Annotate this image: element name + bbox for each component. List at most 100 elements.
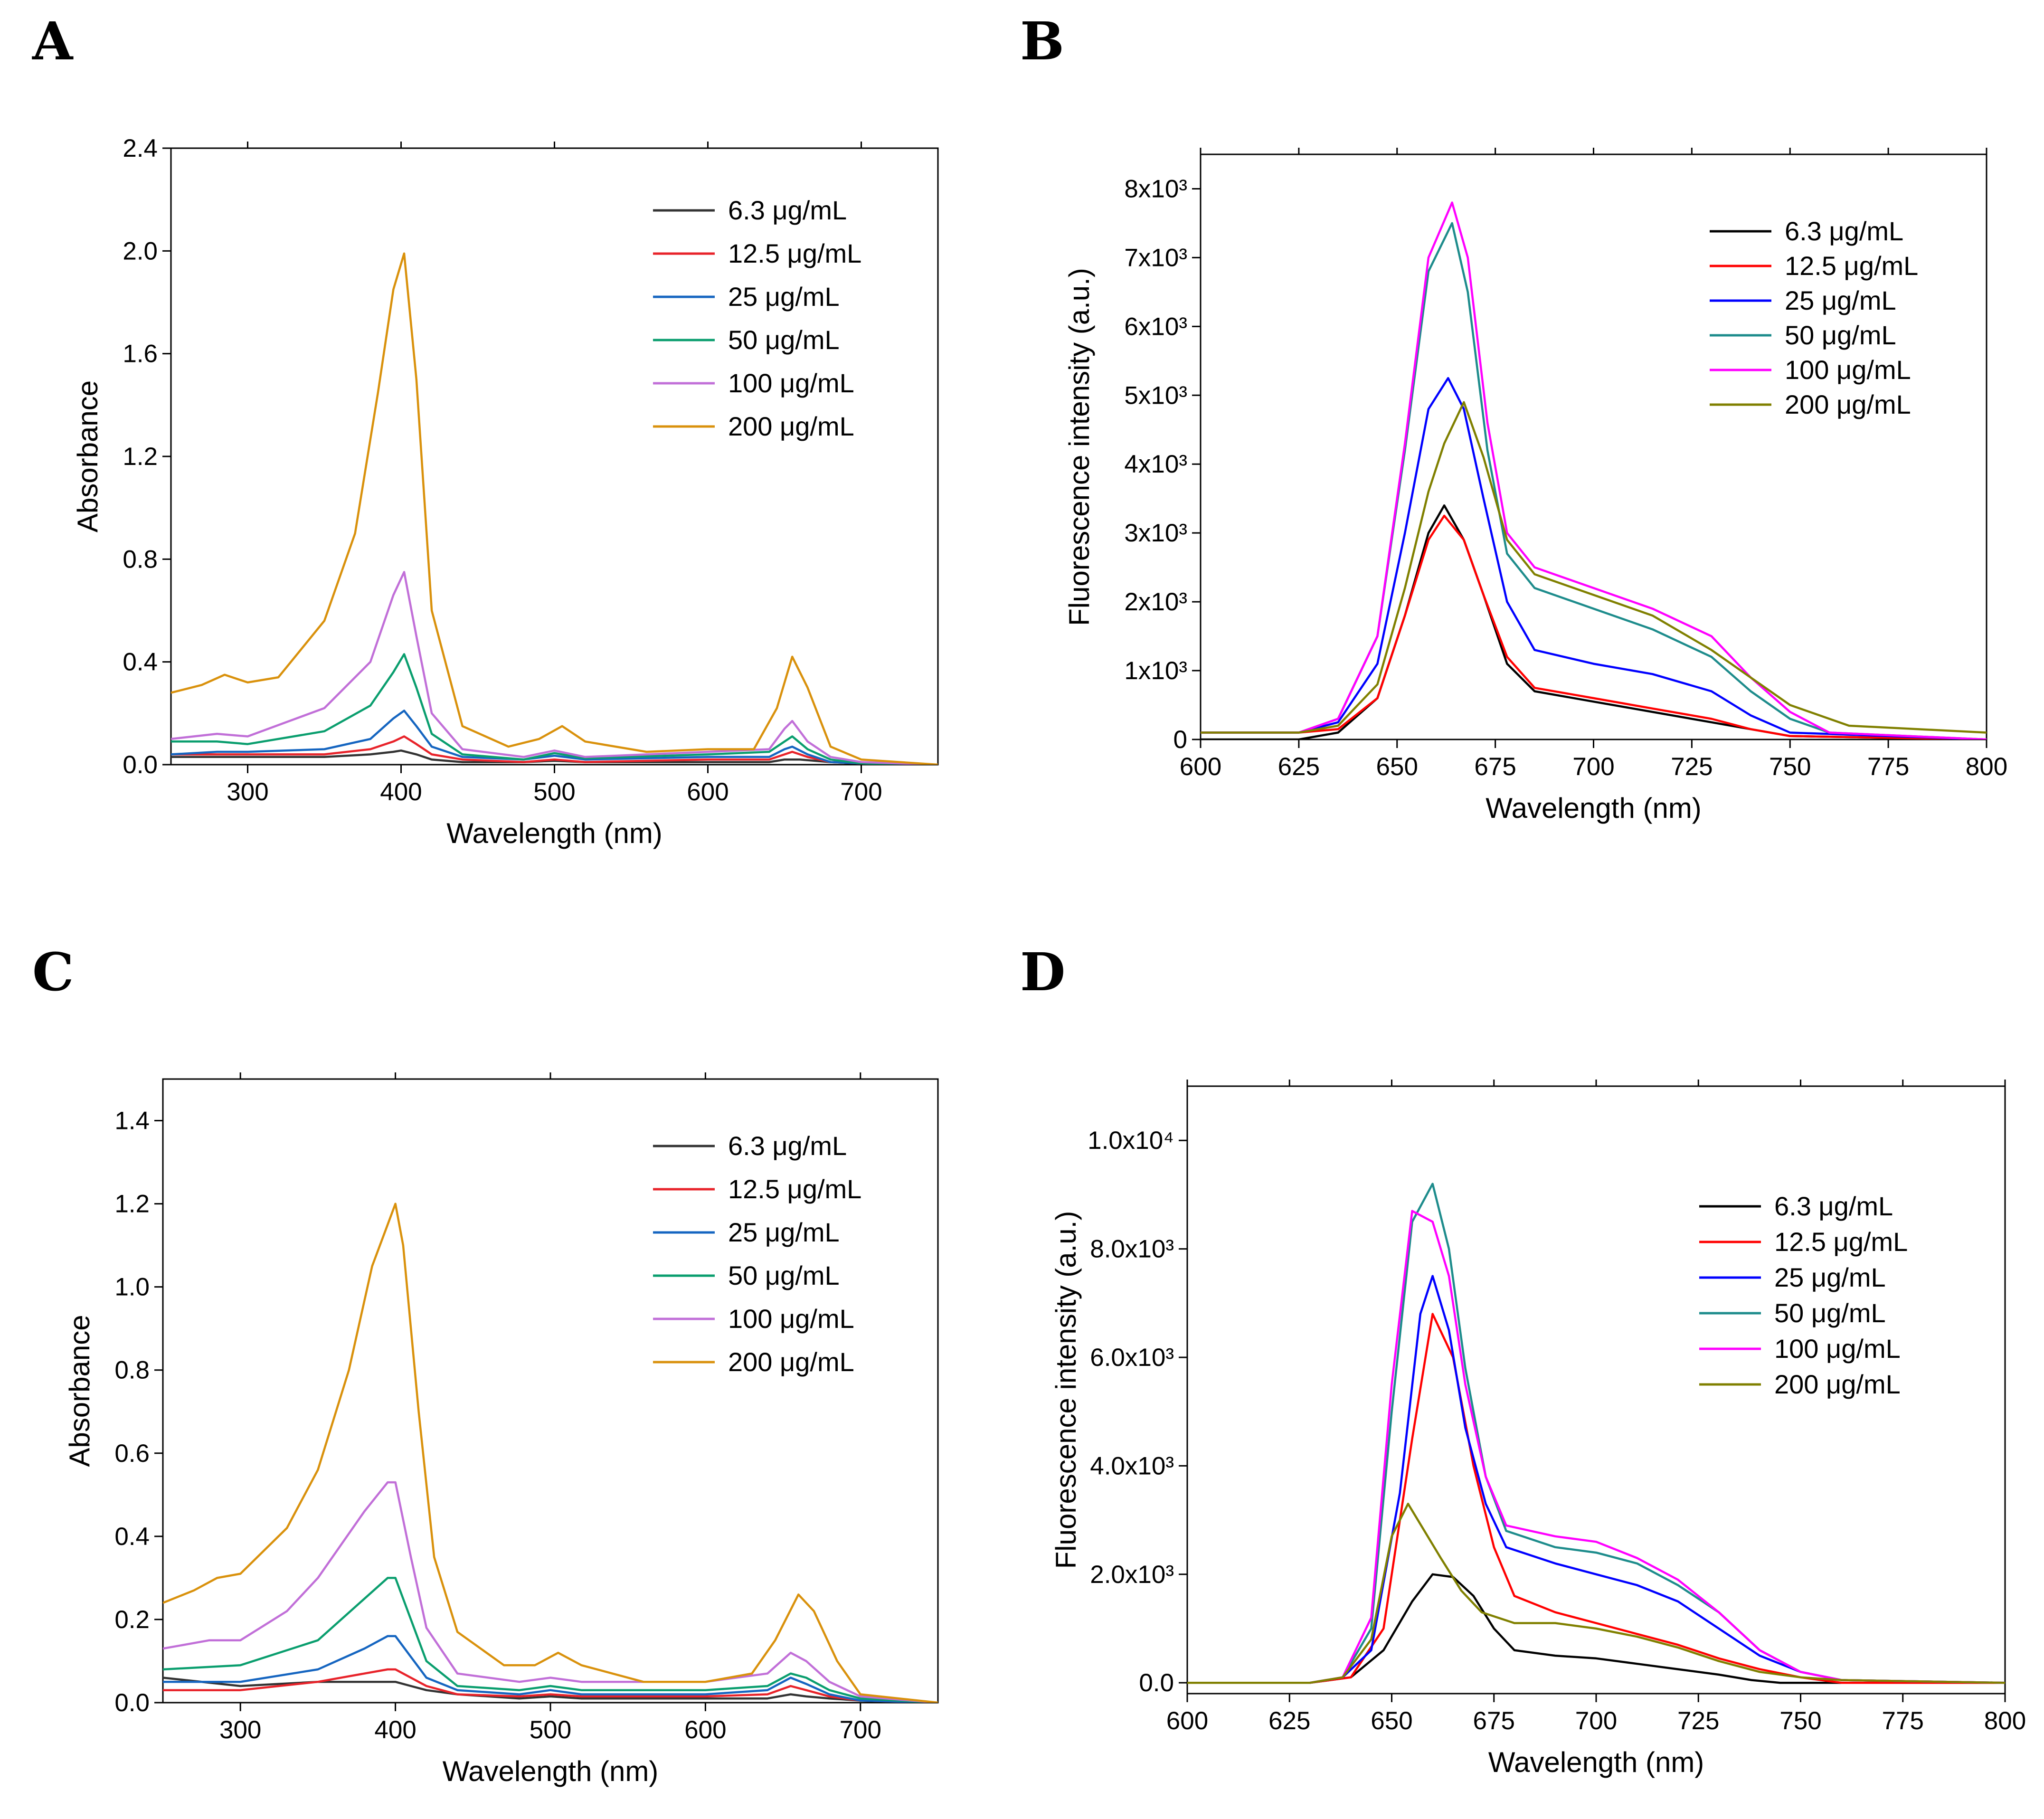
legend-label: 6.3 μg/mL bbox=[1774, 1191, 1893, 1221]
legend-label: 25 μg/mL bbox=[728, 1217, 840, 1247]
y-tick-label: 4x10³ bbox=[1124, 450, 1187, 478]
chart-panel-c: 300 400 500 600 700 0.0 0.2 0.4 0.6 0.8 1.0 1.2 1.4 W… bbox=[64, 1072, 939, 1787]
y-tick-label: 8x10³ bbox=[1124, 175, 1187, 203]
series-line bbox=[1187, 1210, 2005, 1684]
x-tick-label: 625 bbox=[1268, 1707, 1310, 1735]
panel-label-b: B bbox=[1020, 10, 1064, 72]
y-tick-label: 2.0x10³ bbox=[1090, 1561, 1174, 1589]
x-tick-label: 800 bbox=[1966, 753, 2007, 781]
x-tick-label: 600 bbox=[1180, 753, 1221, 781]
panel-label-d: D bbox=[1020, 941, 1065, 1003]
y-axis-title: Absorbance bbox=[64, 1315, 95, 1467]
x-tick-label: 400 bbox=[374, 1716, 416, 1744]
y-tick-label: 1.0 bbox=[114, 1273, 150, 1301]
y-tick-label: 1.4 bbox=[114, 1107, 150, 1135]
x-tick-label: 800 bbox=[1984, 1707, 2026, 1735]
x-axis-title: Wavelength (nm) bbox=[443, 1755, 659, 1787]
y-axis-title: Fluorescence intensity (a.u.) bbox=[1063, 268, 1095, 626]
panel-label-c: C bbox=[32, 941, 74, 1003]
legend-label: 12.5 μg/mL bbox=[1774, 1227, 1908, 1257]
x-tick-label: 600 bbox=[687, 778, 729, 806]
series-line bbox=[163, 1668, 938, 1703]
x-tick-label: 675 bbox=[1474, 753, 1516, 781]
y-tick-label: 7x10³ bbox=[1124, 244, 1187, 272]
series-line bbox=[171, 653, 938, 765]
series-line bbox=[171, 571, 938, 765]
x-axis-title: Wavelength (nm) bbox=[446, 817, 662, 849]
x-tick-label: 675 bbox=[1473, 1707, 1515, 1735]
x-tick-label: 750 bbox=[1769, 753, 1811, 781]
chart-panel-d: 600 625 650 675 700 725 750 775 800 0.0 2.0x10³ 4.0… bbox=[1050, 1080, 2026, 1778]
series-line bbox=[1201, 377, 1987, 739]
y-tick-label: 4.0x10³ bbox=[1090, 1452, 1174, 1480]
legend-label: 100 μg/mL bbox=[728, 368, 854, 398]
y-tick-label: 1.0x10⁴ bbox=[1088, 1127, 1174, 1155]
y-tick-label: 0.0 bbox=[1139, 1669, 1174, 1697]
y-tick-label: 0.8 bbox=[123, 545, 158, 573]
x-tick-label: 500 bbox=[530, 1716, 571, 1744]
y-axis-title: Fluorescence intensity (a.u.) bbox=[1050, 1211, 1082, 1569]
legend-label: 50 μg/mL bbox=[1774, 1298, 1886, 1328]
legend-label: 6.3 μg/mL bbox=[728, 1131, 847, 1161]
y-tick-label: 8.0x10³ bbox=[1090, 1235, 1174, 1263]
chart-panel-b: 600 625 650 675 700 725 750 775 800 0 1x10³ 2x10³ 3x… bbox=[1063, 148, 2007, 824]
x-tick-label: 600 bbox=[684, 1716, 726, 1744]
series-line bbox=[1187, 1313, 2005, 1684]
legend-label: 200 μg/mL bbox=[728, 411, 854, 441]
y-axis-title: Absorbance bbox=[72, 380, 104, 532]
series-line bbox=[1187, 1573, 2005, 1684]
series-line bbox=[1201, 514, 1987, 739]
legend-label: 25 μg/mL bbox=[1774, 1262, 1886, 1292]
series-line bbox=[163, 1481, 938, 1703]
y-tick-label: 1.6 bbox=[123, 340, 158, 368]
legend-label: 12.5 μg/mL bbox=[1785, 251, 1918, 281]
legend-label: 200 μg/mL bbox=[728, 1347, 854, 1377]
y-tick-label: 0.4 bbox=[114, 1523, 150, 1551]
legend-label: 6.3 μg/mL bbox=[728, 195, 847, 225]
y-tick-label: 0.8 bbox=[114, 1356, 150, 1384]
legend-label: 25 μg/mL bbox=[728, 282, 840, 312]
x-tick-label: 625 bbox=[1278, 753, 1320, 781]
chart-panel-a: 300 400 500 600 700 0.0 0.4 0.8 1.2 1.6 2.0 2.4 Wave… bbox=[72, 134, 939, 849]
y-tick-label: 1.2 bbox=[123, 443, 158, 471]
panel-label-a: A bbox=[32, 10, 74, 72]
legend-label: 200 μg/mL bbox=[1785, 389, 1911, 419]
x-tick-label: 775 bbox=[1882, 1707, 1924, 1735]
y-tick-label: 0.0 bbox=[114, 1689, 150, 1717]
x-tick-label: 750 bbox=[1779, 1707, 1821, 1735]
y-tick-label: 3x10³ bbox=[1124, 519, 1187, 547]
legend-label: 100 μg/mL bbox=[728, 1304, 854, 1334]
legend-label: 50 μg/mL bbox=[1785, 320, 1896, 350]
x-tick-label: 500 bbox=[533, 778, 575, 806]
legend-label: 12.5 μg/mL bbox=[728, 1174, 861, 1204]
x-tick-label: 700 bbox=[1575, 1707, 1617, 1735]
series-line bbox=[1201, 401, 1987, 734]
x-tick-label: 725 bbox=[1671, 753, 1713, 781]
y-tick-label: 2.0 bbox=[123, 237, 158, 265]
series-line bbox=[163, 1203, 938, 1703]
x-tick-label: 700 bbox=[1572, 753, 1614, 781]
x-tick-label: 650 bbox=[1371, 1707, 1412, 1735]
series-line bbox=[163, 1677, 938, 1703]
y-tick-label: 0.2 bbox=[114, 1606, 150, 1634]
y-tick-label: 6.0x10³ bbox=[1090, 1344, 1174, 1372]
y-tick-label: 2x10³ bbox=[1124, 588, 1187, 616]
legend-label: 50 μg/mL bbox=[728, 325, 840, 355]
y-tick-label: 6x10³ bbox=[1124, 313, 1187, 341]
x-tick-label: 700 bbox=[840, 1716, 881, 1744]
y-tick-label: 1.2 bbox=[114, 1190, 150, 1218]
x-axis-title: Wavelength (nm) bbox=[1488, 1746, 1704, 1778]
legend-label: 200 μg/mL bbox=[1774, 1369, 1901, 1399]
y-tick-label: 0 bbox=[1173, 726, 1187, 754]
x-tick-label: 300 bbox=[219, 1716, 261, 1744]
y-tick-label: 5x10³ bbox=[1124, 381, 1187, 409]
legend-label: 50 μg/mL bbox=[728, 1260, 840, 1290]
x-tick-label: 600 bbox=[1166, 1707, 1208, 1735]
x-tick-label: 725 bbox=[1677, 1707, 1719, 1735]
legend-label: 6.3 μg/mL bbox=[1785, 216, 1903, 246]
y-tick-label: 2.4 bbox=[123, 134, 158, 162]
legend-label: 12.5 μg/mL bbox=[728, 238, 861, 268]
legend-label: 25 μg/mL bbox=[1785, 285, 1896, 315]
x-tick-label: 700 bbox=[840, 778, 882, 806]
